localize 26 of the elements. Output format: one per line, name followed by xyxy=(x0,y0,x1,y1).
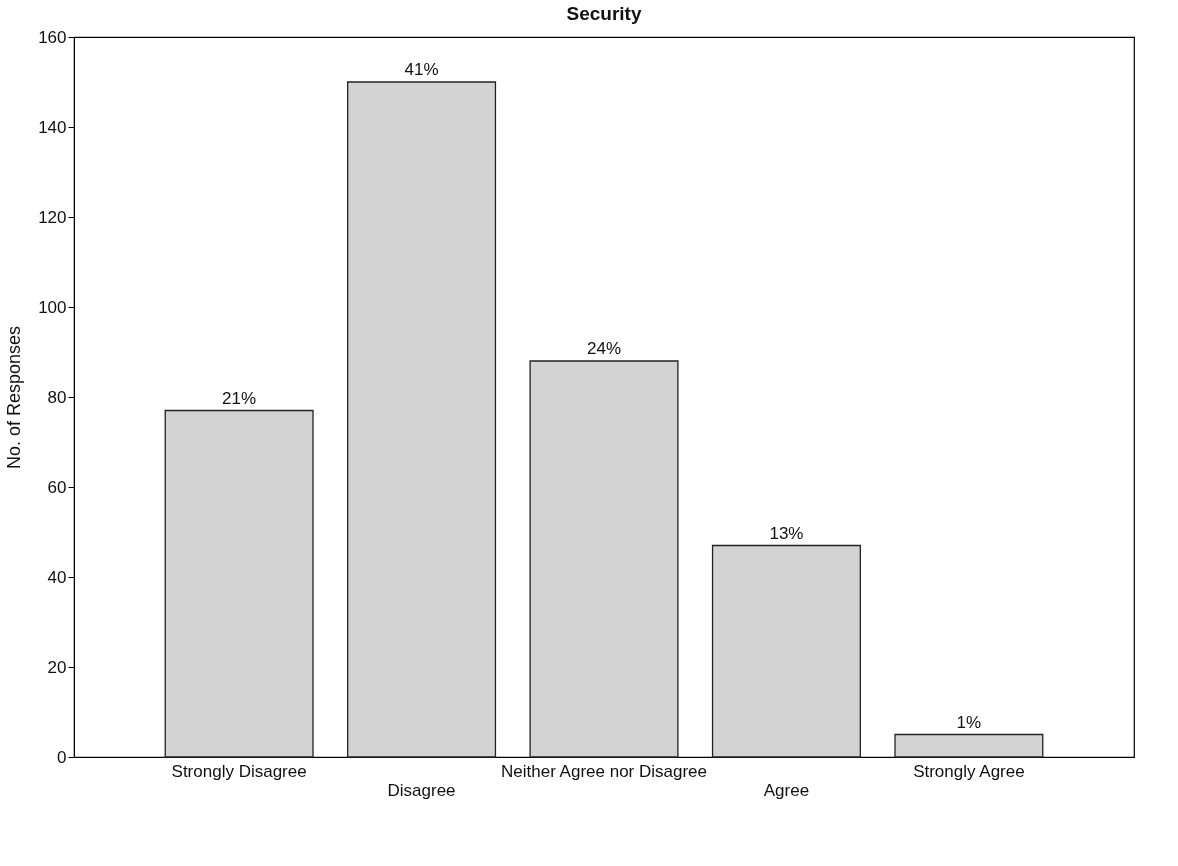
x-tick-label: Agree xyxy=(763,780,810,800)
y-axis-title: No. of Responses xyxy=(4,325,25,470)
annotation: 1% xyxy=(956,712,982,732)
y-tick-label: 80 xyxy=(47,387,67,407)
bar xyxy=(529,360,679,758)
chart-title: Security xyxy=(566,3,642,24)
x-tick-label: Strongly Agree xyxy=(913,761,1025,781)
y-tick-label: 120 xyxy=(38,207,67,227)
x-tick-label: Disagree xyxy=(387,780,456,800)
annotation: 24% xyxy=(586,339,622,358)
y-tick-label: 160 xyxy=(38,27,67,47)
bar xyxy=(711,544,861,758)
x-tick-label: Strongly Disagree xyxy=(171,761,307,781)
bar xyxy=(894,733,1044,758)
y-tick-label: 100 xyxy=(38,297,67,317)
y-tick-label: 20 xyxy=(47,657,67,677)
y-tick-label: 140 xyxy=(38,117,67,137)
y-tick-label: 0 xyxy=(57,747,67,767)
y-tick-label: 40 xyxy=(47,567,67,587)
annotation: 41% xyxy=(404,60,439,79)
annotation: 21% xyxy=(222,388,257,408)
annotation: 13% xyxy=(769,523,804,543)
bar xyxy=(164,409,314,758)
bar xyxy=(347,81,497,758)
y-tick-label: 60 xyxy=(47,477,67,497)
x-tick-label: Neither Agree nor Disagree xyxy=(500,761,708,781)
